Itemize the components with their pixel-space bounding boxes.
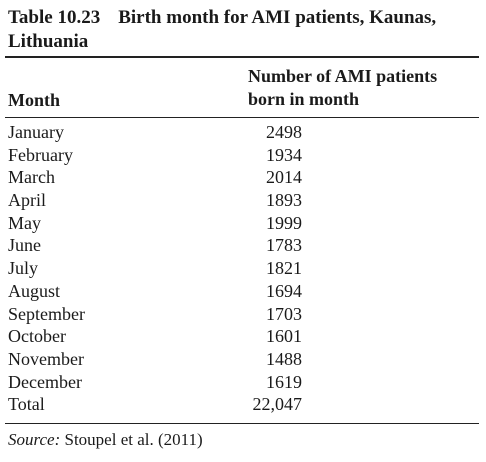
table-row: June 1783	[0, 235, 486, 258]
source-note: Source: Stoupel et al. (2011)	[8, 430, 203, 450]
month-cell: February	[8, 144, 73, 165]
month-cell: January	[8, 122, 64, 142]
count-cell: 1821	[266, 258, 302, 279]
column-header-count-line-2: born in month	[248, 89, 360, 109]
count-cell: 1893	[266, 190, 302, 211]
month-cell: March	[8, 167, 55, 188]
table-row: February 1934	[0, 145, 486, 168]
table-title: Birth month for AMI patients, Kaunas,	[118, 7, 437, 28]
count-cell: 1999	[266, 212, 302, 233]
table-row: August 1694	[0, 281, 486, 304]
table-row: May 1999	[0, 213, 486, 236]
source-label: Source:	[8, 430, 61, 449]
table-body: January 2498 February 1934 March 2014 April 189…	[0, 122, 486, 417]
count-cell: 1488	[266, 348, 302, 369]
column-header-count-line-1: Number of AMI patients	[248, 66, 438, 86]
table-title-continued: Lithuania	[8, 31, 89, 52]
month-cell: August	[8, 280, 61, 301]
header-rule	[5, 117, 479, 118]
month-cell: June	[8, 235, 41, 256]
table-row: January 2498	[0, 122, 486, 145]
table-caption: Table 10.23 Birth month for AMI patients,…	[8, 6, 480, 54]
count-cell: 22,047	[252, 394, 303, 415]
count-cell: 2498	[266, 122, 302, 142]
column-header-count: Number of AMI patients born in month	[248, 65, 437, 111]
count-cell: 1783	[266, 235, 302, 256]
count-cell: 2014	[266, 167, 302, 188]
caption-line-1: Table 10.23 Birth month for AMI patients,…	[8, 6, 480, 30]
month-cell: May	[8, 212, 41, 233]
month-cell: November	[8, 348, 84, 369]
table-row: October 1601	[0, 326, 486, 349]
column-header-month: Month	[8, 90, 61, 110]
table-row: December 1619	[0, 372, 486, 395]
month-cell: July	[8, 258, 39, 279]
month-cell: April	[8, 190, 46, 211]
month-cell: December	[8, 371, 82, 392]
count-cell: 1703	[266, 303, 302, 324]
table-number: Table 10.23	[8, 7, 101, 28]
month-cell: Total	[8, 394, 45, 415]
count-cell: 1934	[266, 144, 302, 165]
table-row: September 1703	[0, 304, 486, 327]
month-cell: September	[8, 303, 85, 324]
count-cell: 1619	[266, 371, 302, 392]
top-rule	[5, 56, 479, 58]
count-cell: 1694	[266, 280, 302, 301]
table-row: November 1488	[0, 349, 486, 372]
month-cell: October	[8, 326, 66, 347]
table-row: March 2014	[0, 167, 486, 190]
table-row: April 1893	[0, 190, 486, 213]
bottom-rule	[5, 423, 479, 424]
table-row: Total 22,047	[0, 394, 486, 417]
count-cell: 1601	[266, 326, 302, 347]
table-row: July 1821	[0, 258, 486, 281]
source-text: Stoupel et al. (2011)	[60, 430, 203, 449]
